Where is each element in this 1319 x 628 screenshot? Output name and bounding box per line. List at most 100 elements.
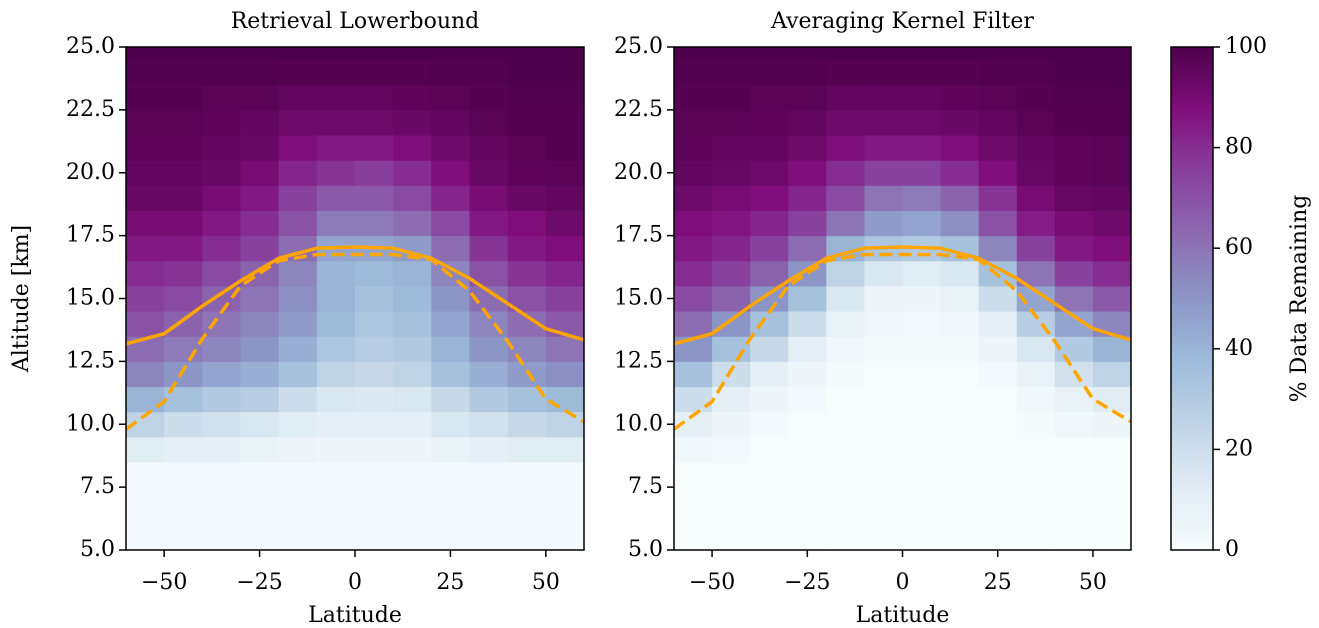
heatmap-cell bbox=[826, 185, 865, 211]
heatmap-cell bbox=[545, 285, 584, 312]
heatmap-cell bbox=[1054, 235, 1094, 262]
heatmap-cell bbox=[355, 210, 394, 237]
heatmap-cell bbox=[126, 109, 165, 136]
y-tick-label: 17.5 bbox=[66, 223, 115, 248]
heatmap-cell bbox=[674, 235, 713, 262]
heatmap-cell bbox=[1092, 185, 1131, 211]
heatmap-cell bbox=[1016, 537, 1056, 550]
heatmap-cell bbox=[240, 537, 280, 550]
heatmap-cell bbox=[978, 235, 1018, 262]
heatmap-cell bbox=[393, 361, 432, 388]
heatmap-cell bbox=[1092, 260, 1131, 287]
heatmap-cell bbox=[750, 311, 789, 337]
heatmap-cell bbox=[902, 436, 942, 463]
heatmap-cell bbox=[940, 185, 980, 211]
line bbox=[126, 252, 584, 431]
heatmap-cell bbox=[545, 109, 584, 136]
heatmap-cell bbox=[202, 461, 241, 488]
heatmap-cell bbox=[788, 461, 827, 488]
heatmap-cell bbox=[545, 487, 584, 513]
colorbar-tick-label: 0 bbox=[1225, 537, 1239, 562]
heatmap-cell bbox=[126, 135, 165, 161]
heatmap-cell bbox=[507, 487, 547, 513]
heatmap-cell bbox=[826, 285, 865, 312]
heatmap-cell bbox=[278, 185, 318, 211]
heatmap-cell bbox=[902, 361, 942, 388]
heatmap-cell bbox=[431, 336, 470, 362]
y-tick-label: 7.5 bbox=[80, 474, 115, 499]
heatmap-cell bbox=[431, 135, 470, 161]
heatmap-cell bbox=[902, 260, 942, 287]
heatmap-cell bbox=[826, 109, 865, 136]
heatmap-cell bbox=[469, 160, 509, 186]
heatmap-cell bbox=[316, 210, 356, 237]
y-tick-label: 5.0 bbox=[80, 537, 115, 562]
heatmap-cell bbox=[826, 436, 865, 463]
heatmap-cell bbox=[940, 47, 980, 61]
x-tick-label: 25 bbox=[436, 570, 464, 595]
heatmap-cell bbox=[126, 260, 165, 287]
heatmap-cell bbox=[355, 537, 394, 550]
heatmap-cell bbox=[355, 487, 394, 513]
heatmap-cell bbox=[469, 512, 509, 538]
heatmap-cell bbox=[469, 461, 509, 488]
heatmap-cell bbox=[316, 386, 356, 413]
heatmap-cell bbox=[940, 436, 980, 463]
heatmap-cell bbox=[1054, 47, 1094, 61]
y-tick-label: 5.0 bbox=[628, 537, 663, 562]
heatmap-cell bbox=[507, 109, 547, 136]
heatmap-cell bbox=[316, 436, 356, 463]
heatmap-cell bbox=[826, 59, 865, 86]
heatmap-cell bbox=[431, 47, 470, 61]
heatmap-cell bbox=[164, 361, 203, 388]
y-tick-label: 10.0 bbox=[614, 411, 663, 436]
heatmap-cell bbox=[864, 512, 903, 538]
x-tick-label: −25 bbox=[784, 570, 830, 595]
heatmap-cell bbox=[431, 436, 470, 463]
x-tick-label: −50 bbox=[141, 570, 187, 595]
heatmap-cell bbox=[507, 59, 547, 86]
heatmap-cell bbox=[202, 386, 241, 413]
heatmap-cell bbox=[674, 537, 713, 550]
heatmap-cell bbox=[240, 436, 280, 463]
heatmap-cell bbox=[788, 59, 827, 86]
heatmap-cell bbox=[712, 235, 751, 262]
heatmap-cell bbox=[826, 461, 865, 488]
heatmap-cell bbox=[1054, 210, 1094, 237]
heatmap-cell bbox=[864, 210, 903, 237]
y-tick-label: 20.0 bbox=[66, 160, 115, 185]
heatmap-cell bbox=[278, 260, 318, 287]
heatmap-cell bbox=[507, 512, 547, 538]
heatmap-cell bbox=[393, 109, 432, 136]
heatmap-cell bbox=[278, 461, 318, 488]
heatmap-cell bbox=[978, 512, 1018, 538]
heatmap-cell bbox=[278, 59, 318, 86]
heatmap-cell bbox=[393, 210, 432, 237]
x-tick-label: 0 bbox=[348, 570, 362, 595]
heatmap-cell bbox=[788, 135, 827, 161]
heatmap-cell bbox=[545, 386, 584, 413]
heatmap-cell bbox=[278, 210, 318, 237]
heatmap-cell bbox=[316, 311, 356, 337]
heatmap-cell bbox=[750, 260, 789, 287]
heatmap-cell bbox=[788, 537, 827, 550]
heatmap-cell bbox=[940, 361, 980, 388]
heatmap-cell bbox=[393, 285, 432, 312]
heatmap-cell bbox=[431, 537, 470, 550]
heatmap-cell bbox=[1016, 109, 1056, 136]
heatmap-cell bbox=[902, 185, 942, 211]
heatmap-cell bbox=[750, 235, 789, 262]
heatmap-cell bbox=[316, 285, 356, 312]
heatmap-cell bbox=[240, 84, 280, 111]
heatmap-cell bbox=[240, 411, 280, 438]
heatmap-cell bbox=[826, 361, 865, 388]
heatmap-cell bbox=[1092, 47, 1131, 61]
line bbox=[126, 245, 584, 346]
heatmap-cell bbox=[240, 285, 280, 312]
heatmap-cell bbox=[431, 109, 470, 136]
heatmap-cell bbox=[240, 185, 280, 211]
y-tick-label: 20.0 bbox=[614, 160, 663, 185]
heatmap-cell bbox=[712, 311, 751, 337]
heatmap-cell bbox=[469, 185, 509, 211]
